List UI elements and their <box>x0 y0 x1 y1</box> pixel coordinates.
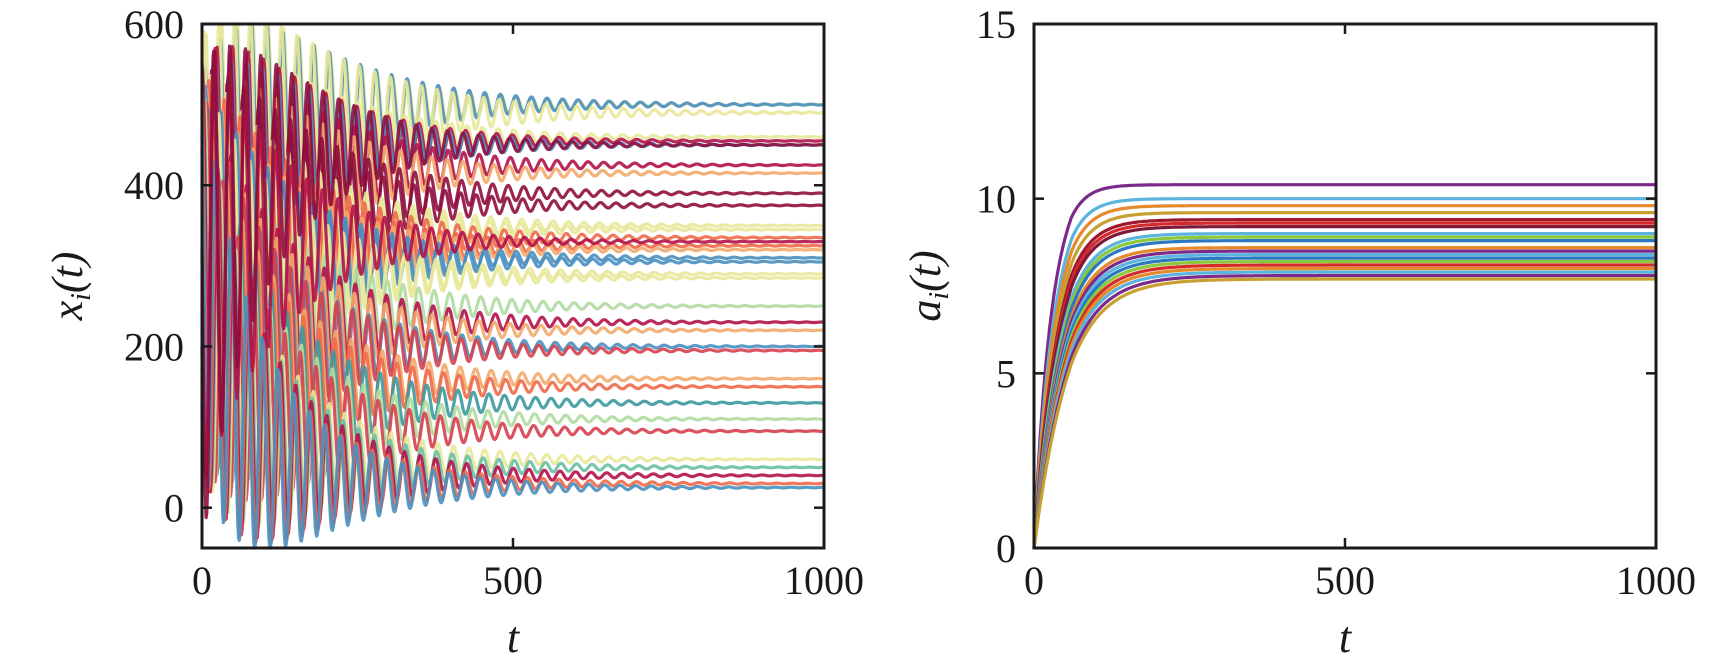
right-x-tick-label-1: 0 <box>1024 558 1044 603</box>
right-ticks-group: 0 500 1000 0 5 10 15 <box>976 2 1696 603</box>
right-series-line-7 <box>1032 225 1657 549</box>
right-series-line-10 <box>1032 239 1657 549</box>
right-series-line-3 <box>1032 204 1657 549</box>
right-y-label-base: a <box>901 300 950 322</box>
right-series-line-15 <box>1032 259 1657 549</box>
right-series-line-14 <box>1032 256 1657 549</box>
right-series-line-2 <box>1032 197 1657 549</box>
right-y-tick-label-3: 10 <box>976 177 1016 222</box>
right-x-tick-label-2: 500 <box>1315 558 1375 603</box>
right-series-line-16 <box>1032 263 1657 549</box>
right-plot-frame <box>1032 22 1658 550</box>
right-series-line-18 <box>1032 270 1657 549</box>
left-series-line-24 <box>200 111 825 461</box>
right-y-axis-label: ai(t) <box>901 250 955 321</box>
right-series-line-11 <box>1032 246 1657 549</box>
right-series-line-12 <box>1032 249 1657 549</box>
right-x-tick-label-3: 1000 <box>1616 558 1696 603</box>
left-y-axis-label: xi(t) <box>43 252 97 322</box>
right-x-axis-label: t <box>1339 613 1353 662</box>
left-y-tick-label-3: 400 <box>124 163 184 208</box>
left-series-group <box>200 22 825 550</box>
right-series-line-17 <box>1032 266 1657 549</box>
right-y-label-sub: i <box>924 292 955 300</box>
left-series-line-36 <box>200 44 825 520</box>
left-series-line-10 <box>200 68 825 462</box>
right-series-line-9 <box>1032 235 1657 549</box>
left-x-tick-label-1: 0 <box>192 558 212 603</box>
right-series-line-5 <box>1032 218 1657 549</box>
left-y-tick-label-1: 0 <box>164 486 184 531</box>
left-y-label-sub: i <box>66 293 97 301</box>
left-ticks-group: 0 500 1000 0 200 400 600 <box>124 2 864 603</box>
left-series-line-27 <box>200 108 825 484</box>
left-y-label-base: x <box>43 300 92 321</box>
right-series-line-1 <box>1032 183 1657 549</box>
left-series-line-35 <box>200 49 825 479</box>
left-series-line-34 <box>200 115 825 550</box>
right-series-line-13 <box>1032 253 1657 549</box>
chart-x-trajectories: 0 500 1000 0 200 400 600 t xi(t) <box>43 2 864 662</box>
right-y-tick-label-4: 15 <box>976 2 1016 47</box>
right-series-line-4 <box>1032 211 1657 549</box>
left-x-axis-label: t <box>507 613 521 662</box>
right-series-group <box>1032 183 1657 549</box>
left-series-line-26 <box>200 125 825 472</box>
right-y-label-arg: (t) <box>901 250 950 292</box>
right-series-line-6 <box>1032 221 1657 549</box>
left-x-tick-label-3: 1000 <box>784 558 864 603</box>
right-series-line-8 <box>1032 232 1657 549</box>
left-y-label-arg: (t) <box>43 252 92 294</box>
left-series-line-25 <box>200 121 825 464</box>
right-series-line-20 <box>1032 277 1657 549</box>
left-x-tick-label-2: 500 <box>483 558 543 603</box>
right-series-line-19 <box>1032 273 1657 549</box>
right-y-tick-label-2: 5 <box>996 351 1016 396</box>
chart-a-adaptation: 0 500 1000 0 5 10 15 t ai(t) <box>901 2 1696 662</box>
right-y-tick-label-1: 0 <box>996 526 1016 571</box>
left-y-tick-label-2: 200 <box>124 324 184 369</box>
left-y-tick-label-4: 600 <box>124 2 184 47</box>
